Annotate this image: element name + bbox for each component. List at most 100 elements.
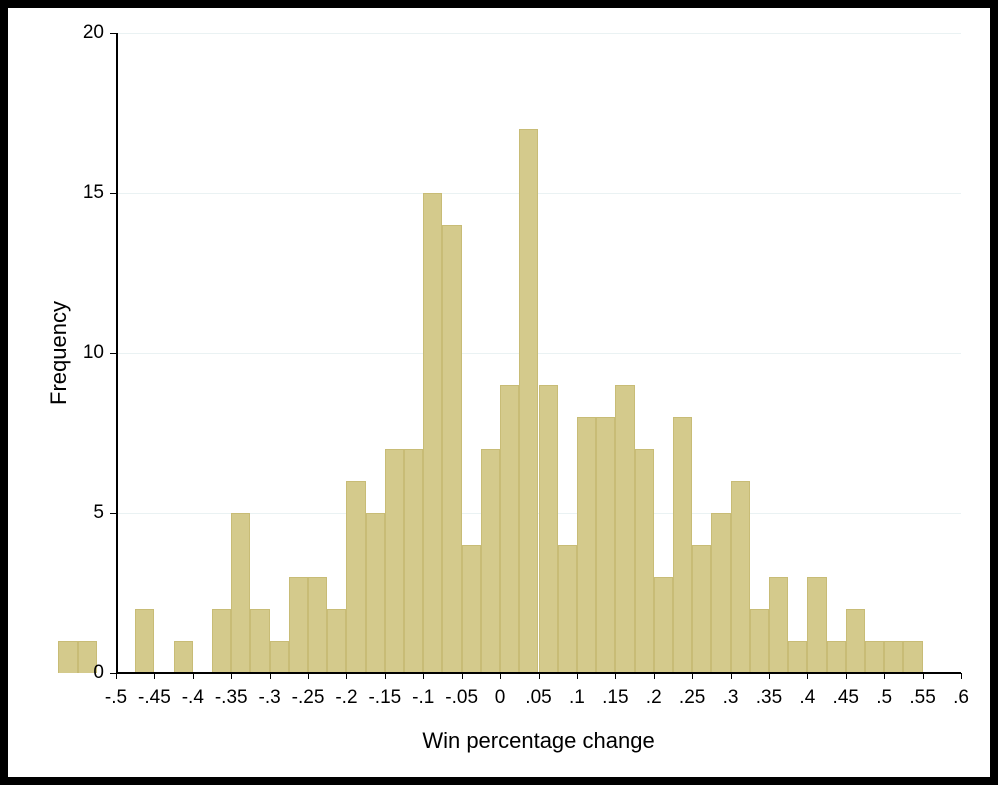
histogram-bar — [462, 545, 481, 673]
histogram-bar — [174, 641, 193, 673]
x-tick-mark — [846, 673, 847, 679]
x-tick-label: .5 — [876, 687, 892, 709]
x-tick-mark — [270, 673, 271, 679]
x-tick-label: -.3 — [259, 687, 281, 709]
histogram-bar — [385, 449, 404, 673]
x-tick-label: .6 — [953, 687, 969, 709]
histogram-bar — [250, 609, 269, 673]
histogram-bar — [692, 545, 711, 673]
x-tick-mark — [961, 673, 962, 679]
x-tick-label: -.35 — [215, 687, 248, 709]
x-tick-label: .55 — [909, 687, 935, 709]
x-tick-mark — [654, 673, 655, 679]
histogram-bar — [500, 385, 519, 673]
plot-area — [116, 33, 961, 673]
x-tick-label: .45 — [833, 687, 859, 709]
histogram-bar — [289, 577, 308, 673]
histogram-bar — [135, 609, 154, 673]
x-tick-label: .35 — [756, 687, 782, 709]
histogram-bar — [596, 417, 615, 673]
histogram-bar — [539, 385, 558, 673]
x-tick-mark — [615, 673, 616, 679]
histogram-bar — [884, 641, 903, 673]
gridline — [116, 193, 961, 194]
x-tick-label: .15 — [602, 687, 628, 709]
x-tick-mark — [769, 673, 770, 679]
y-tick-label: 15 — [83, 182, 104, 204]
histogram-bar — [731, 481, 750, 673]
x-tick-label: -.45 — [138, 687, 171, 709]
x-tick-label: -.15 — [368, 687, 401, 709]
y-tick-mark — [110, 513, 116, 514]
x-tick-label: -.4 — [182, 687, 204, 709]
histogram-bar — [346, 481, 365, 673]
x-tick-label: -.05 — [445, 687, 478, 709]
x-tick-label: -.5 — [105, 687, 127, 709]
x-tick-mark — [116, 673, 117, 679]
histogram-bar — [481, 449, 500, 673]
x-tick-label: .25 — [679, 687, 705, 709]
y-tick-mark — [110, 193, 116, 194]
histogram-bar — [212, 609, 231, 673]
x-tick-mark — [308, 673, 309, 679]
histogram-bar — [615, 385, 634, 673]
x-tick-label: .3 — [723, 687, 739, 709]
x-tick-label: .4 — [799, 687, 815, 709]
x-tick-mark — [385, 673, 386, 679]
gridline — [116, 33, 961, 34]
x-tick-mark — [154, 673, 155, 679]
histogram-bar — [231, 513, 250, 673]
histogram-bar — [750, 609, 769, 673]
histogram-bar — [366, 513, 385, 673]
histogram-bar — [327, 609, 346, 673]
x-tick-label: -.25 — [292, 687, 325, 709]
histogram-bar — [673, 417, 692, 673]
x-tick-label: 0 — [495, 687, 506, 709]
x-tick-mark — [884, 673, 885, 679]
histogram-bar — [558, 545, 577, 673]
x-tick-label: .2 — [646, 687, 662, 709]
y-tick-mark — [110, 353, 116, 354]
x-tick-mark — [807, 673, 808, 679]
x-axis-label: Win percentage change — [422, 728, 654, 754]
histogram-bar — [635, 449, 654, 673]
x-tick-mark — [692, 673, 693, 679]
x-tick-label: .1 — [569, 687, 585, 709]
histogram-bar — [577, 417, 596, 673]
y-tick-label: 0 — [93, 662, 104, 684]
x-tick-mark — [731, 673, 732, 679]
histogram-bar — [788, 641, 807, 673]
histogram-bar — [769, 577, 788, 673]
x-tick-label: -.2 — [335, 687, 357, 709]
histogram-bar — [807, 577, 826, 673]
x-tick-mark — [231, 673, 232, 679]
y-axis-line — [116, 33, 118, 673]
x-tick-label: .05 — [525, 687, 551, 709]
x-tick-mark — [500, 673, 501, 679]
histogram-bar — [423, 193, 442, 673]
x-tick-mark — [462, 673, 463, 679]
histogram-bar — [270, 641, 289, 673]
histogram-bar — [846, 609, 865, 673]
y-tick-label: 5 — [93, 502, 104, 524]
histogram-bar — [308, 577, 327, 673]
histogram-bar — [903, 641, 922, 673]
chart-frame: 0 5 10 15 20 -.5 -.45 -.4 -.35 -.3 -.25 -.2 -.15 -.1… — [0, 0, 998, 785]
histogram-bar — [827, 641, 846, 673]
histogram-bar — [519, 129, 538, 673]
x-tick-mark — [923, 673, 924, 679]
y-axis-label: Frequency — [46, 301, 72, 405]
histogram-bar — [865, 641, 884, 673]
x-tick-mark — [346, 673, 347, 679]
x-tick-label: -.1 — [412, 687, 434, 709]
y-tick-label: 10 — [83, 342, 104, 364]
histogram-bar — [654, 577, 673, 673]
histogram-bar — [58, 641, 77, 673]
x-tick-mark — [577, 673, 578, 679]
histogram-bar — [404, 449, 423, 673]
x-tick-mark — [539, 673, 540, 679]
histogram-bar — [711, 513, 730, 673]
y-tick-label: 20 — [83, 22, 104, 44]
x-tick-mark — [193, 673, 194, 679]
x-tick-mark — [423, 673, 424, 679]
